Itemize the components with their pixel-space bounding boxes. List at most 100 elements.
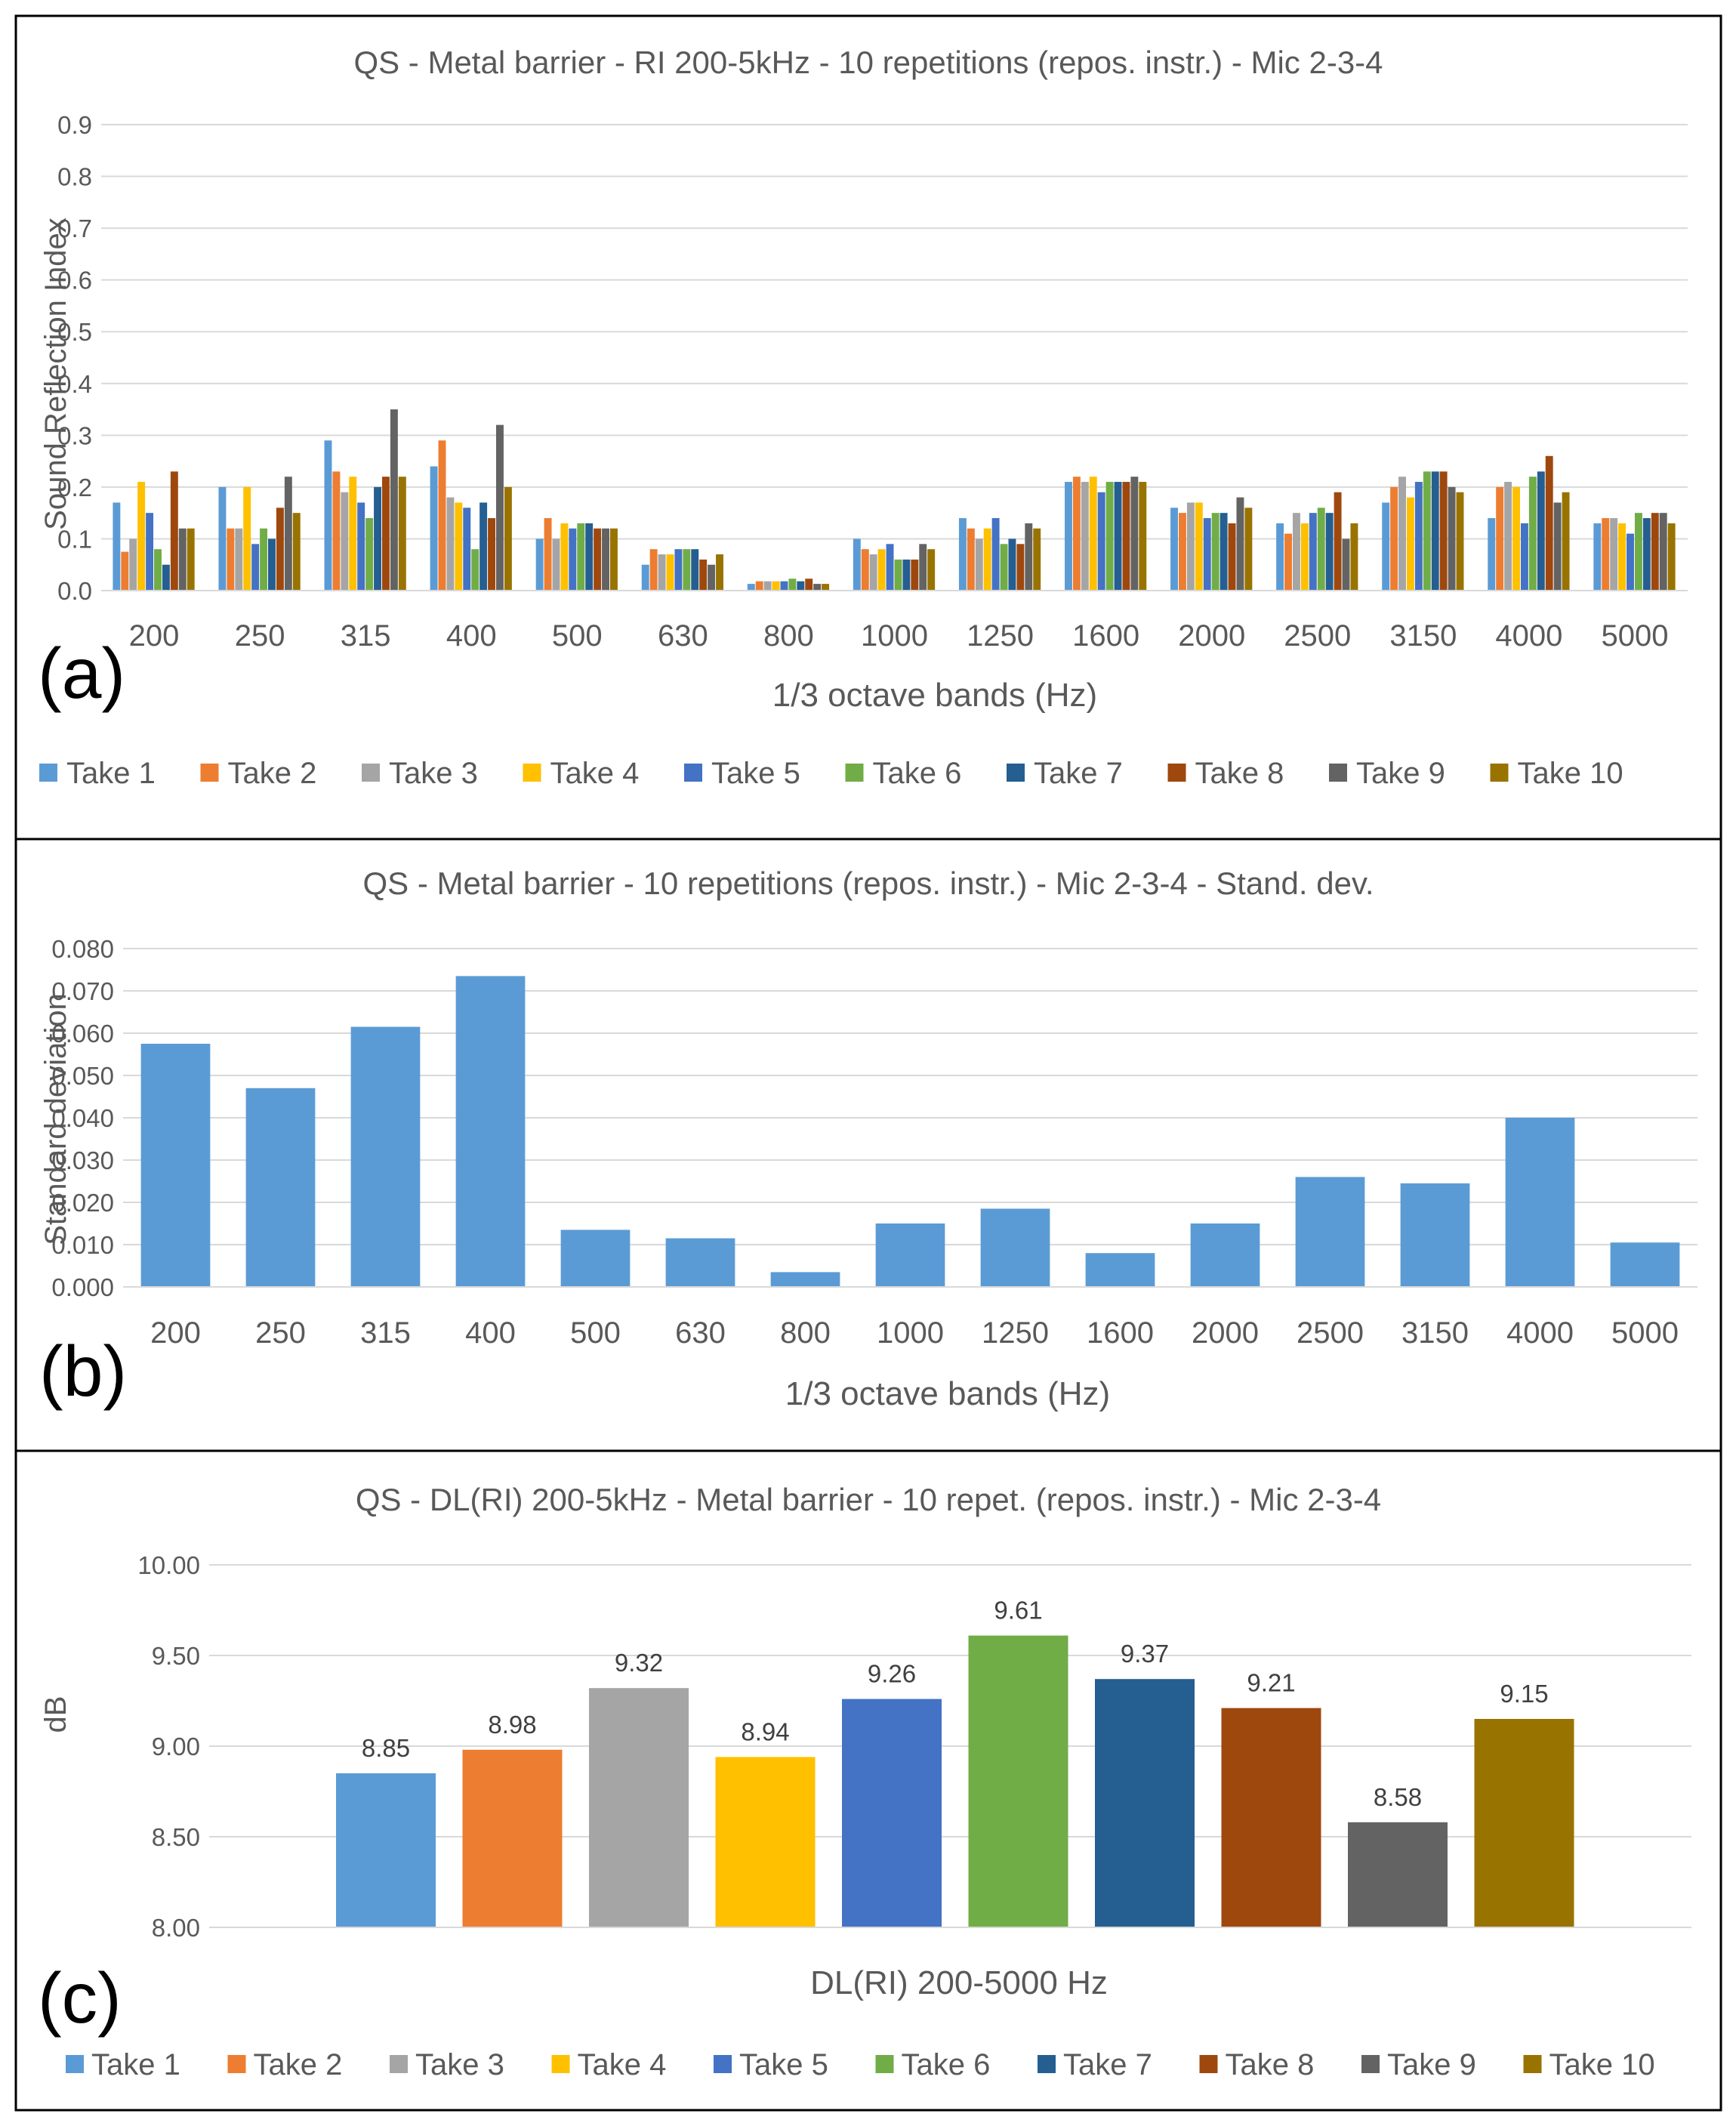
chart-c-panel-tag: (c)	[38, 1958, 122, 2038]
chart-a-bar	[886, 544, 894, 591]
chart-a-bar	[691, 549, 699, 591]
chart-a-bar	[861, 549, 869, 591]
chart-b-bar	[1400, 1183, 1470, 1287]
chart-a-x-tick-label: 3150	[1389, 619, 1457, 653]
chart-a-x-tick-label: 1250	[967, 619, 1034, 653]
chart-a-bar	[1390, 486, 1398, 591]
chart-a-bar	[1528, 477, 1537, 591]
chart-a-ylabel: Sound Reflection Index	[39, 218, 72, 530]
chart-b-y-tick-label: 0.000	[51, 1273, 114, 1301]
chart-a-legend-swatch	[200, 764, 219, 782]
chart-b-y-tick-label: 0.060	[51, 1020, 114, 1048]
chart-a-bar	[1667, 523, 1676, 591]
chart-a-bar	[479, 502, 488, 591]
chart-a-bar	[1105, 482, 1114, 591]
chart-a-bar	[349, 477, 357, 591]
chart-a-y-tick-label: 0.3	[57, 421, 92, 449]
chart-a-bar	[430, 466, 438, 591]
chart-a-y-tick-label: 0.2	[57, 474, 92, 501]
chart-a-legend-label: Take 2	[228, 757, 317, 790]
chart-a-bar	[227, 528, 235, 591]
chart-a-bar	[268, 538, 276, 591]
chart-a-bar	[162, 564, 170, 591]
chart-c-data-label: 9.37	[1121, 1640, 1169, 1668]
chart-a-bar	[1309, 513, 1317, 591]
chart-b-bar	[770, 1272, 840, 1287]
chart-a-bar	[1439, 471, 1448, 591]
chart-b-bar	[455, 976, 526, 1287]
chart-a-bar	[1382, 502, 1390, 591]
chart-c-bar	[1095, 1679, 1195, 1927]
chart-a-bar	[146, 513, 154, 591]
chart-a-legend-label: Take 1	[66, 757, 156, 790]
chart-b-y-tick-label: 0.070	[51, 977, 114, 1005]
chart-b-bar	[665, 1238, 735, 1287]
chart-a-bar	[1220, 513, 1228, 591]
chart-a-bar	[544, 518, 552, 591]
chart-b-x-tick-label: 2000	[1192, 1316, 1259, 1350]
chart-c-data-labels: 8.85 8.98 9.32 8.94 9.26 9.61 9.37 9.21 8.58 9.15	[362, 1597, 1549, 1811]
chart-a-legend-swatch	[1490, 764, 1509, 782]
chart-a-bar	[1406, 497, 1414, 591]
chart-a-bar	[1008, 538, 1016, 591]
chart-b-title: QS - Metal barrier - 10 repetitions (rep…	[362, 866, 1374, 901]
chart-b-bar	[350, 1026, 421, 1287]
chart-a-bar	[1065, 482, 1072, 591]
chart-a-bar	[805, 579, 813, 591]
chart-b-x-tick-label: 2500	[1297, 1316, 1364, 1350]
chart-a-bar	[1016, 544, 1025, 591]
chart-a-x-tick-label: 630	[658, 619, 708, 653]
chart-c-bar	[1348, 1822, 1448, 1927]
chart-c-legend-swatch	[551, 2055, 570, 2073]
chart-a-bar	[332, 471, 341, 591]
chart-a-bar	[1072, 477, 1081, 591]
panel-a-frame	[14, 14, 1722, 841]
chart-a-bar	[1431, 471, 1439, 591]
chart-a-bar	[1545, 455, 1553, 591]
chart-a-bar	[324, 440, 332, 591]
chart-a-bar	[1186, 502, 1195, 591]
chart-a-bar	[438, 440, 446, 591]
chart-a-bar	[1139, 482, 1147, 591]
chart-c-legend-label: Take 8	[1226, 2048, 1315, 2081]
chart-a-legend-label: Take 9	[1356, 757, 1445, 790]
chart-a-legend-label: Take 3	[389, 757, 478, 790]
chart-a-bar	[991, 518, 1000, 591]
chart-b-x-tick-label: 1000	[877, 1316, 944, 1350]
chart-a-legend-swatch	[362, 764, 380, 782]
chart-a-bar	[755, 581, 763, 591]
chart-a-bar	[1342, 538, 1350, 591]
chart-a-x-tick-label: 250	[235, 619, 285, 653]
chart-a-bar	[1448, 486, 1456, 591]
chart-a-bar	[446, 497, 455, 591]
chart-a-bar	[471, 549, 479, 591]
chart-c-legend-label: Take 4	[578, 2048, 667, 2081]
chart-b-x-tick-label: 200	[150, 1316, 201, 1350]
chart-c-data-label: 8.98	[488, 1711, 536, 1739]
chart-b-y-tick-label: 0.010	[51, 1231, 114, 1259]
chart-a-legend-swatch	[1329, 764, 1347, 782]
chart-a-bar	[292, 513, 301, 591]
chart-c-legend-swatch	[1038, 2055, 1056, 2073]
chart-b-ylabel: Standard deviation	[39, 993, 72, 1245]
chart-a-bar	[137, 482, 146, 591]
chart-a-bar	[649, 549, 658, 591]
chart-a-bar	[747, 584, 755, 591]
chart-a-y-tick-label: 0.4	[57, 370, 92, 398]
chart-a-panel-tag: (a)	[38, 634, 125, 714]
chart-a-bar	[341, 492, 349, 591]
chart-a-bar	[1097, 492, 1105, 591]
chart-a-title: QS - Metal barrier - RI 200-5kHz - 10 re…	[353, 45, 1383, 80]
chart-b-x-tick-label: 800	[780, 1316, 831, 1350]
chart-a-x-tick-label: 2500	[1284, 619, 1351, 653]
chart-a-bar	[284, 477, 292, 591]
chart-a-bar	[170, 471, 178, 591]
chart-a-legend-swatch	[684, 764, 702, 782]
chart-b-x-tick-label: 5000	[1611, 1316, 1679, 1350]
chart-a-legend-label: Take 5	[711, 757, 800, 790]
chart-a-bar	[983, 528, 991, 591]
chart-b-x-tick-label: 4000	[1506, 1316, 1574, 1350]
chart-a-bar	[218, 486, 227, 591]
chart-a-bar	[1170, 508, 1178, 591]
chart-a-bar	[1651, 513, 1659, 591]
